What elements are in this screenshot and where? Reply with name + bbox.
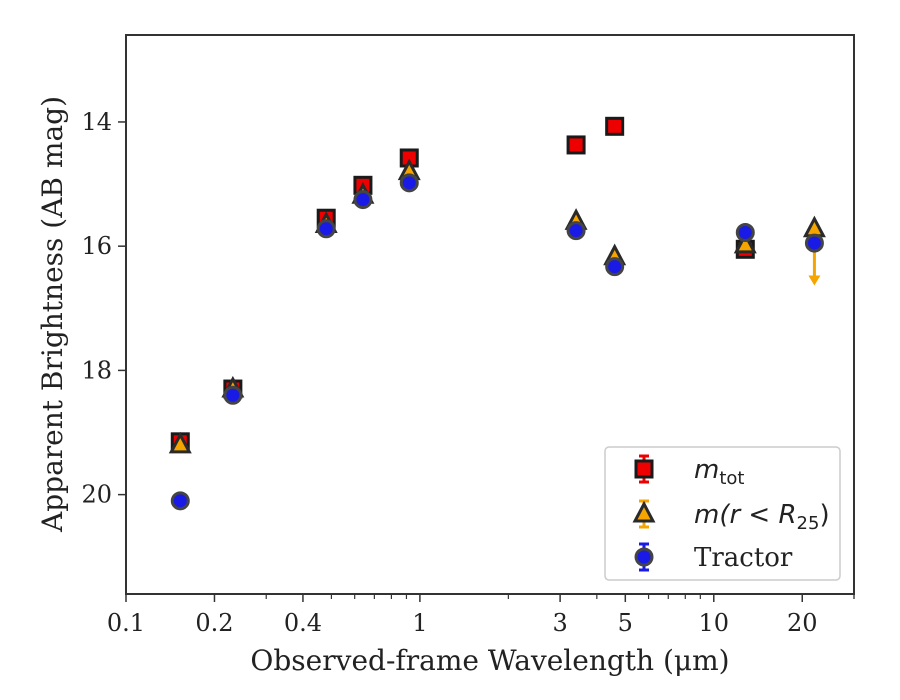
- data-point-circle: [353, 190, 373, 210]
- data-point-circle: [170, 491, 190, 511]
- x-tick-label: 20: [787, 609, 818, 637]
- y-tick-label: 16: [81, 232, 112, 260]
- series-circle: [170, 173, 824, 511]
- data-point-square: [566, 135, 586, 155]
- legend-label: Tractor: [694, 543, 793, 573]
- y-tick-label: 20: [81, 481, 112, 509]
- data-point-circle: [605, 257, 625, 277]
- series-square: [170, 116, 755, 452]
- data-point-triangle: [802, 215, 826, 238]
- legend-box: [604, 446, 841, 581]
- data-point-triangle: [733, 231, 757, 254]
- data-point-circle: [399, 173, 419, 193]
- data-point-triangle: [168, 431, 192, 454]
- x-axis-title: Observed-frame Wavelength (μm): [250, 644, 729, 677]
- legend-marker-square: [634, 459, 654, 479]
- x-tick-label: 1: [412, 609, 427, 637]
- data-point-circle: [316, 219, 336, 239]
- y-tick-label: 14: [81, 108, 112, 136]
- data-point-circle: [735, 223, 755, 243]
- x-tick-label: 0.4: [284, 609, 322, 637]
- x-tick-label: 3: [552, 609, 567, 637]
- data-point-circle: [566, 221, 586, 241]
- ticks: 0.1 0.2 0.4 1 3 5 10 20 14 16 18 20: [81, 108, 855, 637]
- marks: [168, 116, 826, 511]
- x-tick-label: 10: [699, 609, 730, 637]
- x-tick-label: 0.1: [107, 609, 145, 637]
- plot-frame: [125, 34, 855, 595]
- series-triangle: [168, 158, 826, 454]
- y-axis-title: Apparent Brightness (AB mag): [36, 96, 69, 533]
- legend-marker-triangle: [632, 500, 656, 523]
- data-point-circle: [804, 233, 824, 253]
- upper-limit-arrowhead: [808, 275, 821, 286]
- x-tick-label: 0.2: [195, 609, 233, 637]
- legend-marker-circle: [634, 547, 654, 567]
- x-tick-label: 5: [618, 609, 633, 637]
- data-point-circle: [223, 385, 243, 405]
- y-tick-label: 18: [81, 356, 112, 384]
- data-point-square: [605, 116, 625, 136]
